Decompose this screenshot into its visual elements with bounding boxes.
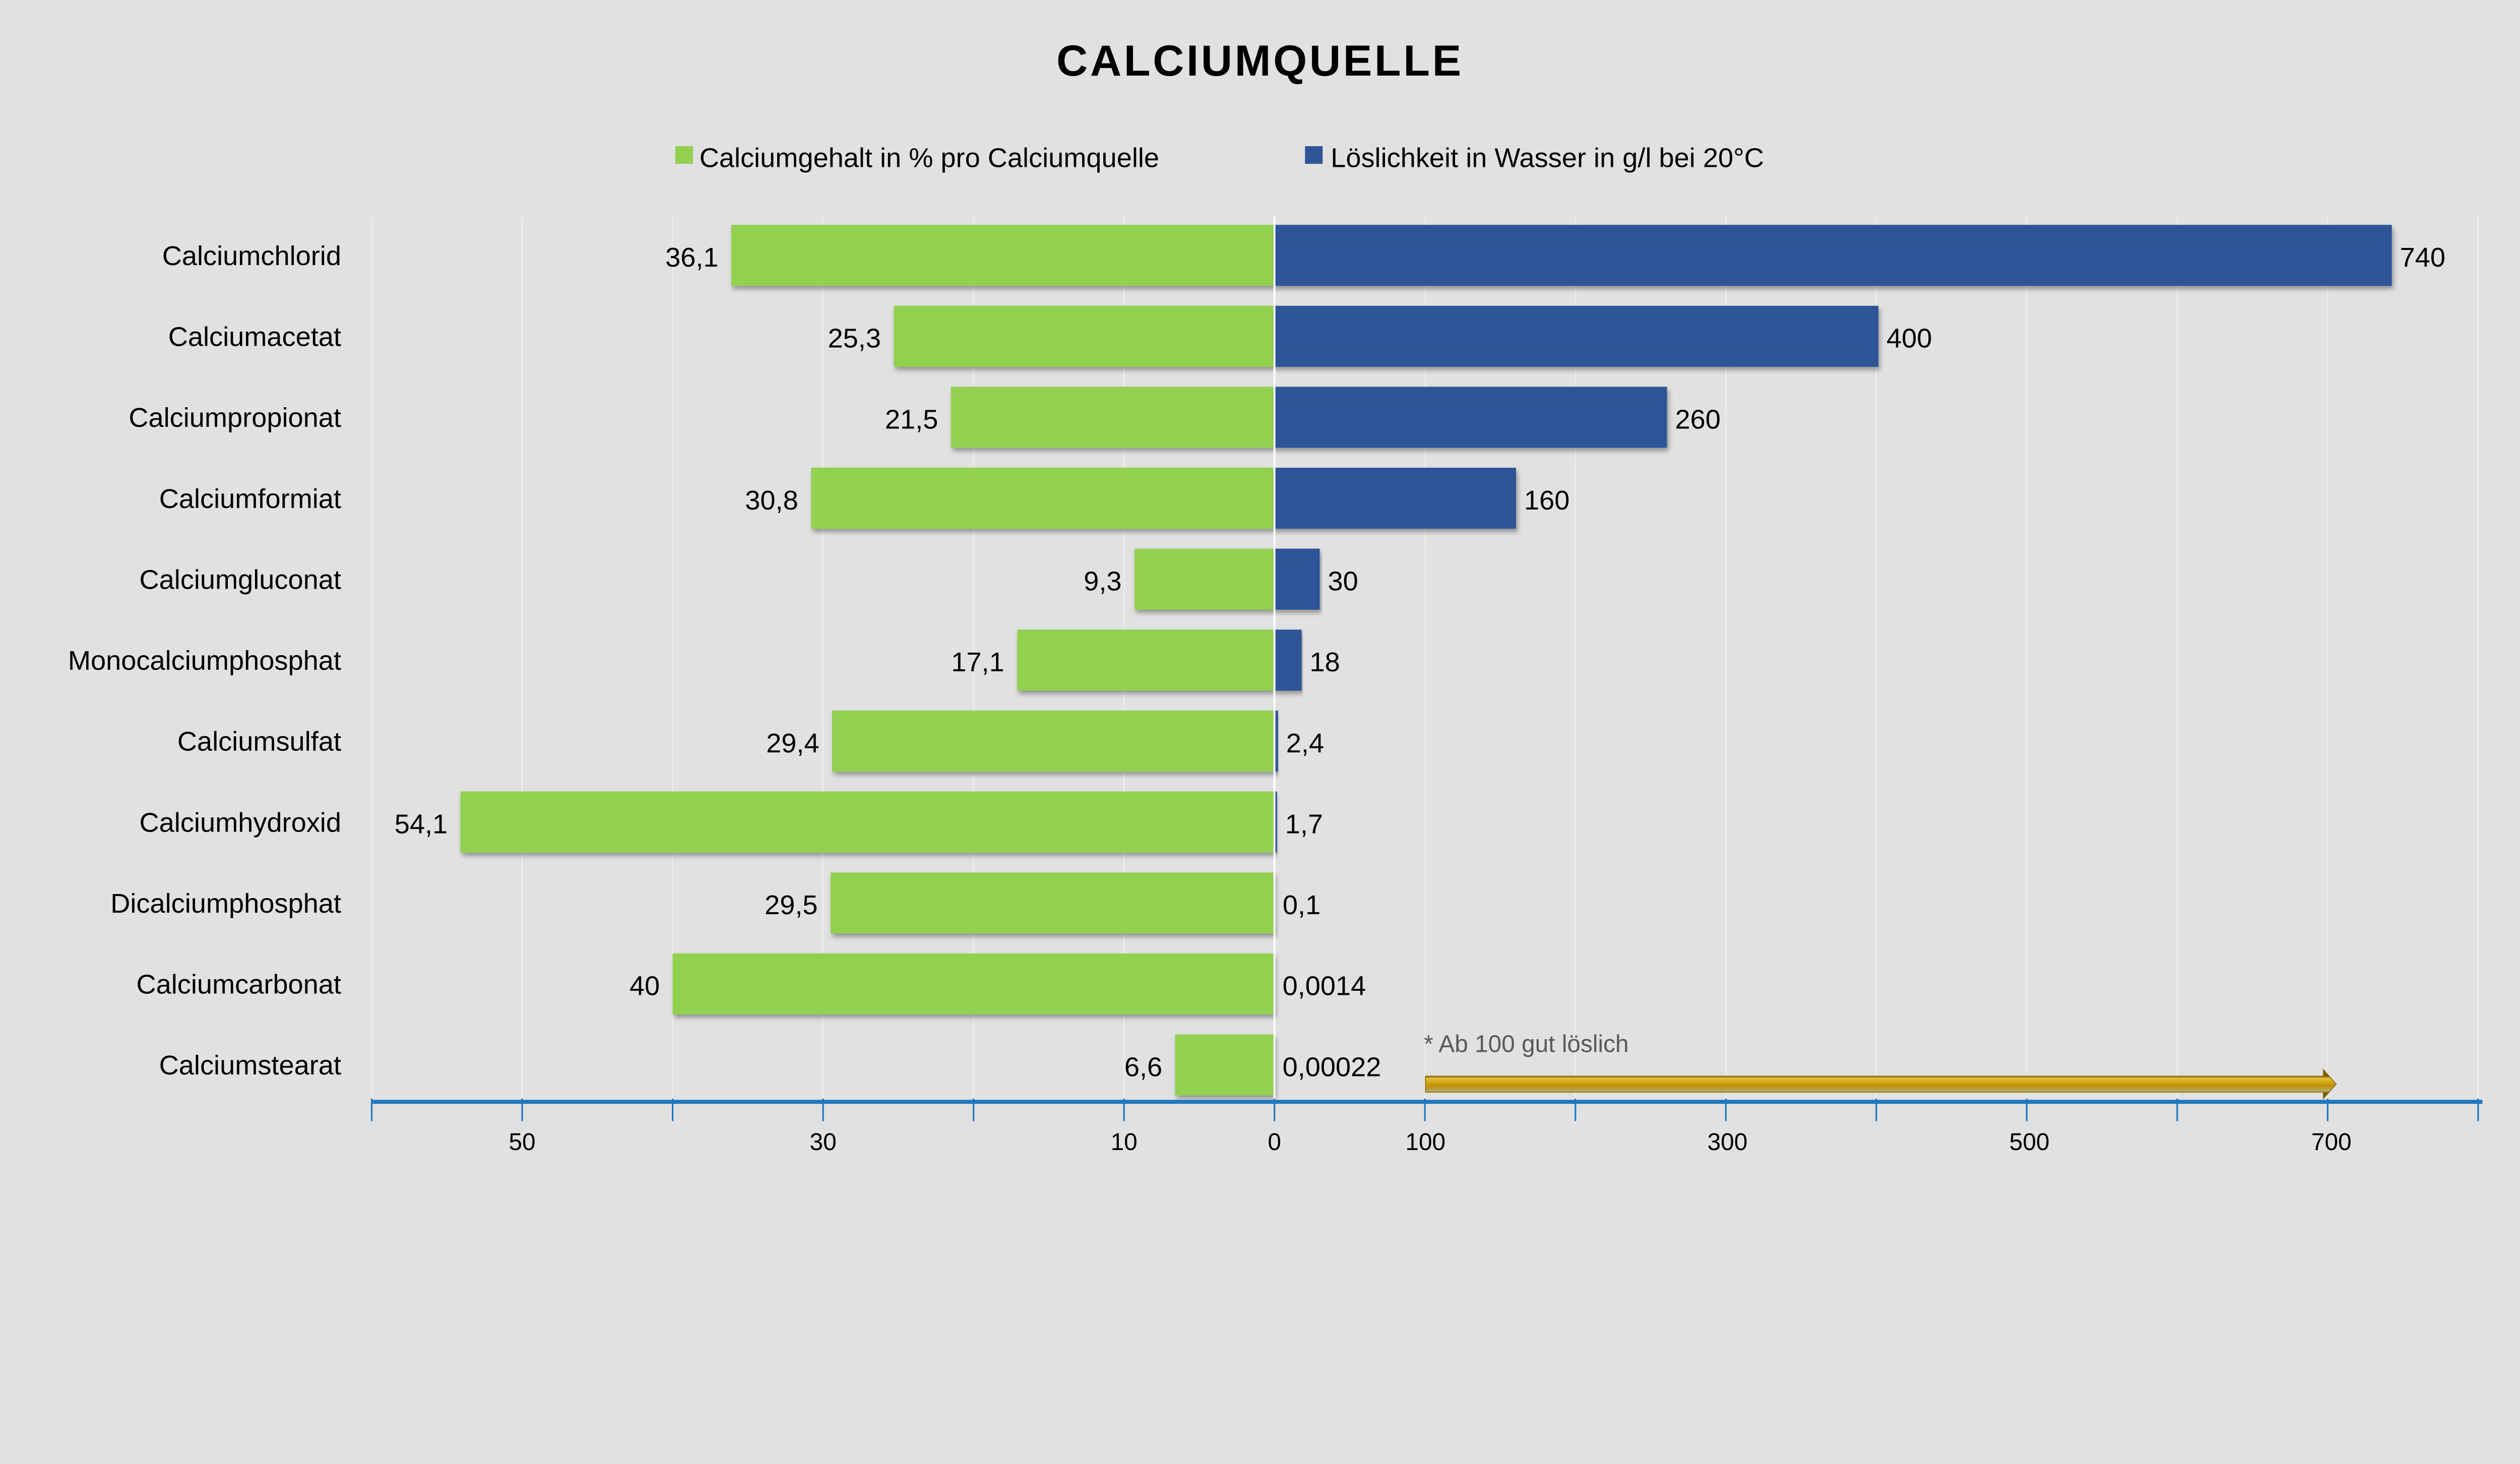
bar-calcium [1175, 1034, 1275, 1096]
x-tick-label: 30 [810, 1129, 837, 1156]
data-label-solubility: 160 [1524, 485, 1569, 516]
data-label-calcium: 54,1 [395, 809, 448, 839]
data-label-solubility: 1,7 [1285, 809, 1323, 839]
x-tick-label: 50 [509, 1129, 535, 1156]
annotation: * Ab 100 gut löslich [1424, 1031, 2337, 1100]
data-label-solubility: 30 [1328, 566, 1358, 597]
bar-calcium [460, 791, 1275, 853]
data-label-calcium: 30,8 [745, 485, 798, 516]
data-label-calcium: 29,4 [766, 728, 819, 758]
category-label: Calciumgluconat [139, 564, 341, 595]
x-axis: 50 30 10 0 100 300 500 700 [370, 1098, 2483, 1156]
data-label-calcium: 9,3 [1084, 566, 1121, 597]
data-label-solubility: 0,00022 [1283, 1052, 1381, 1082]
x-tick-label: 500 [2009, 1129, 2050, 1156]
category-label: Calciumpropionat [129, 403, 341, 433]
bar-solubility [1274, 629, 1302, 691]
chart-title: CALCIUMQUELLE [1056, 37, 1464, 85]
bar-solubility [1274, 305, 1879, 367]
bar-calcium [894, 305, 1275, 367]
data-label-solubility: 2,4 [1286, 728, 1324, 758]
data-label-calcium: 6,6 [1124, 1052, 1162, 1082]
category-label: Calciumformiat [159, 484, 341, 514]
category-label: Calciumhydroxid [140, 807, 341, 838]
x-tick-label: 0 [1268, 1129, 1281, 1156]
arrow-icon [1425, 1068, 2337, 1100]
bar-solubility [1274, 468, 1517, 529]
x-tick-label: 700 [2311, 1129, 2352, 1156]
x-tick-label: 10 [1111, 1129, 1138, 1156]
chart: CALCIUMQUELLE Calciumgehalt in % pro Cal… [68, 37, 2483, 1156]
category-label: Calciumsulfat [177, 727, 341, 757]
legend-swatch-calcium [675, 146, 693, 164]
legend: Calciumgehalt in % pro Calciumquelle Lös… [675, 143, 1764, 173]
legend-label-solubility: Löslichkeit in Wasser in g/l bei 20°C [1331, 143, 1764, 173]
category-label: Calciumacetat [168, 322, 341, 352]
data-label-solubility: 0,0014 [1283, 971, 1366, 1001]
data-label-solubility: 0,1 [1283, 890, 1320, 920]
annotation-text: * Ab 100 gut löslich [1424, 1031, 1629, 1058]
bar-solubility [1274, 710, 1278, 772]
legend-swatch-solubility [1305, 146, 1323, 164]
bar-calcium [831, 872, 1275, 934]
bar-calcium [811, 468, 1275, 529]
bar-calcium [951, 387, 1275, 448]
bar-calcium [1017, 629, 1275, 691]
data-label-solubility: 400 [1886, 324, 1932, 354]
data-label-calcium: 36,1 [665, 242, 718, 273]
labels: Calciumchlorid 36,1 740 Calciumacetat 25,3 40… [68, 241, 2445, 1082]
category-label: Calciumstearat [159, 1050, 341, 1080]
bar-calcium [731, 225, 1275, 286]
data-label-calcium: 29,5 [765, 890, 817, 920]
category-label: Calciumcarbonat [136, 970, 341, 1000]
data-label-solubility: 18 [1310, 647, 1340, 677]
bar-solubility [1274, 387, 1667, 448]
data-label-solubility: 740 [2400, 242, 2445, 273]
bar-solubility [1274, 548, 1320, 610]
bar-calcium [1135, 548, 1275, 610]
bar-solubility [1274, 791, 1277, 853]
category-label: Monocalciumphosphat [68, 646, 341, 676]
data-label-solubility: 260 [1675, 404, 1721, 434]
category-label: Calciumchlorid [162, 241, 341, 271]
bar-calcium [832, 710, 1275, 772]
data-label-calcium: 17,1 [951, 647, 1004, 677]
bar-calcium [672, 953, 1275, 1014]
category-label: Dicalciumphosphat [110, 888, 341, 919]
data-label-calcium: 21,5 [885, 404, 938, 434]
data-label-calcium: 25,3 [828, 324, 880, 354]
data-label-calcium: 40 [629, 971, 660, 1001]
bar-solubility [1274, 225, 2392, 286]
x-tick-label: 300 [1708, 1129, 1748, 1156]
legend-label-calcium: Calciumgehalt in % pro Calciumquelle [700, 143, 1159, 173]
x-tick-label: 100 [1405, 1129, 1445, 1156]
bars [460, 217, 2392, 1099]
